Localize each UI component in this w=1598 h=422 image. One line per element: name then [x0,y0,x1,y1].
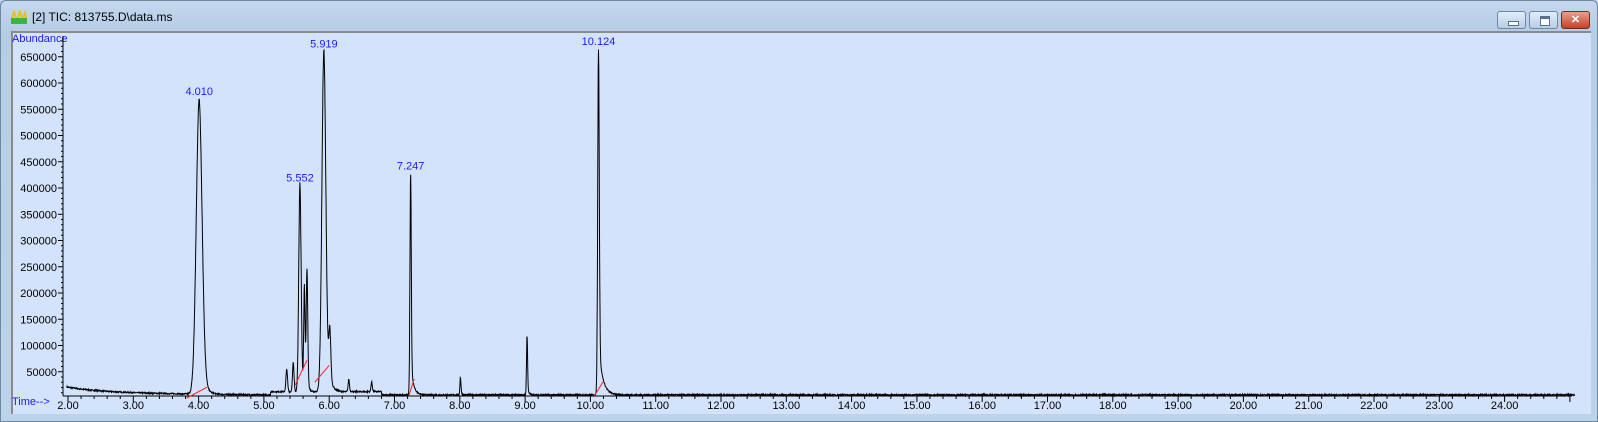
x-tick-label: 20.00 [1230,400,1258,412]
x-tick-label: 11.00 [642,400,669,412]
window-title: [2] TIC: 813755.D\data.ms [32,10,173,24]
integration-baseline [593,380,604,397]
x-tick-label: 10.00 [577,400,605,412]
x-tick-label: 7.00 [384,400,405,412]
x-axis-label: Time--> [12,396,50,408]
x-tick-label: 2.00 [57,400,78,412]
y-tick-label: 450000 [20,157,57,169]
integration-baseline [294,359,308,386]
title-bar[interactable]: [2] TIC: 813755.D\data.ms ✕ [1,1,1597,31]
peak-label: 7.247 [397,160,425,172]
y-tick-label: 500000 [20,131,57,143]
x-tick-label: 12.00 [707,400,735,412]
peak-label: 5.552 [286,172,314,184]
maximize-icon [1540,16,1550,26]
close-button[interactable]: ✕ [1561,11,1590,29]
y-tick-label: 600000 [20,78,57,90]
x-tick-label: 8.00 [449,400,470,412]
x-tick-label: 9.00 [514,400,535,412]
x-tick-label: 18.00 [1099,400,1127,412]
x-tick-label: 19.00 [1164,400,1192,412]
plot-panel [11,31,1591,414]
y-tick-label: 300000 [20,236,57,248]
x-tick-label: 15.00 [903,400,931,412]
integration-baseline [186,386,209,399]
x-tick-label: 23.00 [1426,400,1454,412]
x-tick-label: 14.00 [838,400,866,412]
x-tick-label: 17.00 [1034,400,1062,412]
peak-label: 10.124 [582,36,616,48]
maximize-button[interactable] [1529,11,1558,29]
x-tick-label: 24.00 [1491,400,1519,412]
peak-label: 4.010 [185,86,213,98]
x-tick-label: 22.00 [1360,400,1388,412]
y-tick-label: 250000 [20,262,57,274]
y-tick-label: 550000 [20,104,57,116]
x-tick-label: 3.00 [123,400,144,412]
x-tick-label: 13.00 [773,400,801,412]
minimize-button[interactable] [1497,11,1526,29]
peak-label: 5.919 [310,39,338,51]
y-tick-label: 150000 [20,314,57,326]
y-tick-label: 200000 [20,288,57,300]
chromatogram-app-icon [11,10,27,24]
x-tick-label: 5.00 [253,400,274,412]
y-axis-label: Abundance [12,33,68,45]
x-tick-label: 4.00 [188,400,209,412]
integration-baseline [408,378,415,397]
y-tick-label: 100000 [20,341,57,353]
minimize-icon [1508,21,1519,26]
y-tick-label: 50000 [26,367,57,379]
x-tick-label: 16.00 [968,400,996,412]
y-tick-label: 400000 [20,183,57,195]
x-tick-label: 6.00 [318,400,339,412]
tic-trace [66,48,1576,398]
y-tick-label: 350000 [20,209,57,221]
close-icon: ✕ [1570,14,1581,26]
integration-baseline [314,365,330,383]
y-tick-label: 650000 [20,52,57,64]
x-tick-label: 21.00 [1295,400,1323,412]
